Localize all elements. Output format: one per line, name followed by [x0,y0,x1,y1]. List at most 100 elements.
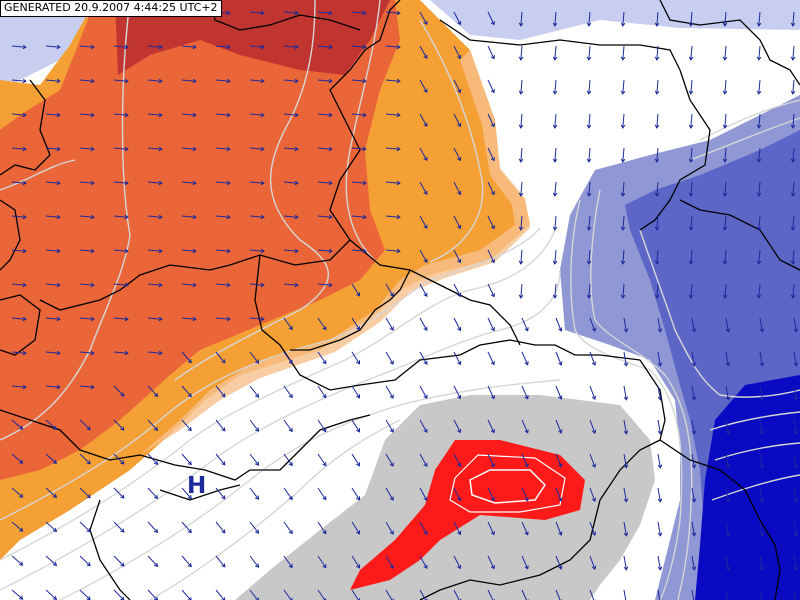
wind-arrow-head-icon [288,597,293,600]
wind-arrow-head-icon [423,564,428,569]
wind-arrow-icon [691,521,695,536]
wind-arrow-icon [147,215,162,218]
wind-arrow-icon [487,453,495,467]
wind-arrow-icon [588,215,591,230]
wind-arrow-head-icon [490,123,495,128]
wind-arrow-icon [759,589,763,600]
wind-arrow-icon [554,181,557,196]
wind-arrow-icon [419,419,428,433]
wind-arrow-head-icon [756,124,762,129]
wind-arrow-icon [453,215,461,229]
wind-arrow-head-icon [688,124,694,129]
wind-arrow-head-icon [22,78,27,84]
wind-arrow-icon [487,589,494,600]
wind-arrow-head-icon [457,360,462,366]
red-core-isoline-outer [449,454,566,513]
wind-arrow-head-icon [457,190,462,196]
wind-arrow-head-icon [322,462,327,467]
wind-arrow-head-icon [620,226,626,231]
wind-arrow-icon [758,249,761,264]
wind-arrow-head-icon [192,282,197,288]
wind-arrow-icon [79,249,94,252]
wind-arrow-icon [657,419,661,434]
wind-arrow-icon [724,181,727,196]
wind-arrow-head-icon [722,158,728,163]
wind-arrow-icon [724,79,727,94]
wind-arrow-icon [215,283,230,286]
wind-arrow-head-icon [158,248,163,254]
wind-arrow-head-icon [56,316,61,322]
wind-arrow-icon [249,487,259,500]
wind-arrow-icon [249,419,259,432]
wind-arrow-icon [385,317,394,331]
wind-arrow-icon [453,11,461,25]
wind-arrow-head-icon [518,56,524,61]
wind-arrow-head-icon [260,214,265,220]
wind-arrow-icon [215,249,230,252]
wind-arrow-head-icon [120,426,125,431]
wind-arrow-head-icon [490,55,495,60]
wind-arrow-head-icon [328,44,333,50]
wind-arrow-head-icon [294,112,299,118]
wind-arrow-head-icon [90,282,95,288]
wind-arrow-head-icon [691,430,697,435]
wind-arrow-head-icon [90,44,95,50]
wind-arrow-head-icon [288,495,293,501]
wind-arrow-head-icon [586,22,592,27]
wind-arrow-head-icon [654,56,660,61]
wind-arrow-icon [45,317,60,320]
wind-arrow-icon [215,45,230,48]
wind-arrow-icon [521,317,529,332]
wind-arrow-icon [351,555,360,569]
wind-arrow-head-icon [90,384,95,390]
redorange-region [0,0,400,480]
wind-arrow-icon [147,283,162,286]
wind-arrow-head-icon [255,563,260,568]
wind-arrow-icon [793,385,797,400]
wind-arrow-icon [554,147,557,162]
wind-arrow-head-icon [490,191,495,196]
wind-arrow-head-icon [90,316,95,322]
border-8 [349,239,521,346]
wind-arrow-icon [385,215,400,218]
wind-arrow-head-icon [158,282,163,288]
wind-arrow-icon [589,419,596,434]
wind-arrow-icon [181,249,196,252]
wind-arrow-icon [521,385,529,400]
wind-arrow-icon [588,45,591,60]
wind-arrow-head-icon [124,214,129,220]
wind-arrow-icon [283,113,298,116]
wind-arrow-head-icon [396,10,401,16]
wind-arrow-head-icon [423,258,428,263]
wind-arrow-icon [724,283,727,298]
wind-arrow-head-icon [790,158,796,163]
wind-arrow-icon [691,317,695,332]
wind-arrow-icon [11,351,26,354]
wind-arrow-head-icon [52,425,58,431]
wind-arrow-icon [520,249,523,264]
wind-arrow-head-icon [423,530,428,535]
wind-arrow-head-icon [524,429,529,434]
wind-arrow-icon [147,419,158,431]
wind-arrow-icon [113,113,128,116]
wind-arrow-head-icon [158,350,163,356]
wind-arrow-head-icon [423,88,428,93]
wind-arrow-head-icon [793,498,799,503]
wind-arrow-icon [113,147,128,150]
wind-arrow-head-icon [657,430,663,435]
wind-arrow-head-icon [657,362,663,367]
wind-arrow-icon [623,317,627,332]
wind-arrow-head-icon [490,293,495,298]
wind-arrow-head-icon [620,192,626,197]
wind-arrow-icon [79,317,94,320]
wind-arrow-head-icon [255,495,260,500]
wind-arrow-head-icon [255,529,260,534]
wind-arrow-icon [79,589,91,600]
wind-arrow-icon [249,45,264,48]
wind-arrow-icon [419,453,428,467]
wind-arrow-head-icon [524,327,529,332]
wind-arrow-icon [181,181,196,184]
wind-arrow-icon [317,385,327,398]
wind-arrow-head-icon [260,10,265,16]
